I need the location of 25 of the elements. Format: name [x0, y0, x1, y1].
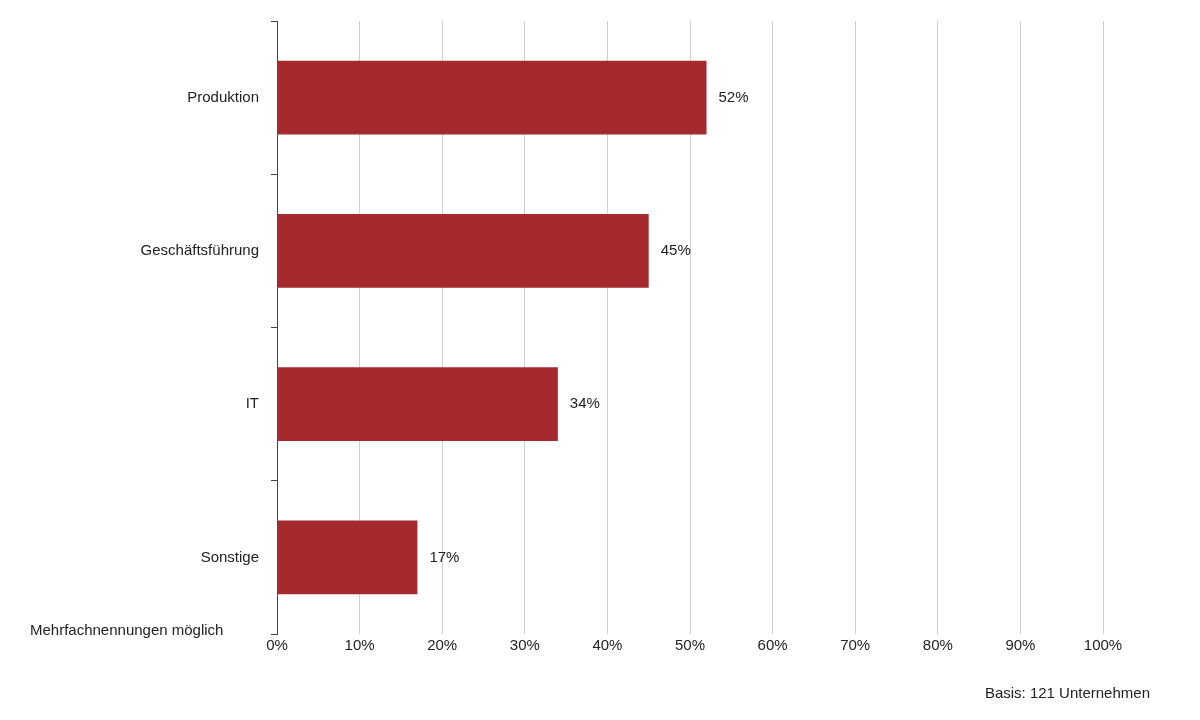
data-label: 45% [660, 241, 691, 259]
x-tick-label: 30% [509, 636, 540, 654]
y-tick-label: Produktion [187, 87, 259, 105]
x-tick-label: 0% [266, 636, 288, 654]
y-tick-label: Geschäftsführung [140, 241, 259, 259]
text: Mehrfachnennungen möglich [30, 621, 224, 638]
bar [277, 214, 649, 288]
y-tick-label: Sonstige [200, 547, 259, 565]
text: Basis: 121 Unternehmen [984, 684, 1150, 701]
x-tick-label: 90% [1005, 636, 1036, 654]
data-label: 17% [429, 547, 460, 565]
x-tick-label: 40% [592, 636, 623, 654]
y-tick-label: IT [245, 394, 259, 412]
bar [277, 520, 418, 595]
x-tick-label: 80% [922, 636, 953, 654]
x-tick-label: 10% [344, 636, 375, 654]
bar [277, 60, 707, 135]
x-tick-label: 50% [674, 636, 706, 654]
data-label: 52% [718, 87, 749, 105]
data-label: 34% [569, 394, 600, 412]
bar [277, 367, 558, 441]
x-tick-label: 70% [840, 636, 871, 654]
x-tick-label: 60% [757, 636, 788, 654]
x-tick-label: 20% [427, 636, 458, 654]
x-tick-label: 100% [1083, 636, 1123, 654]
